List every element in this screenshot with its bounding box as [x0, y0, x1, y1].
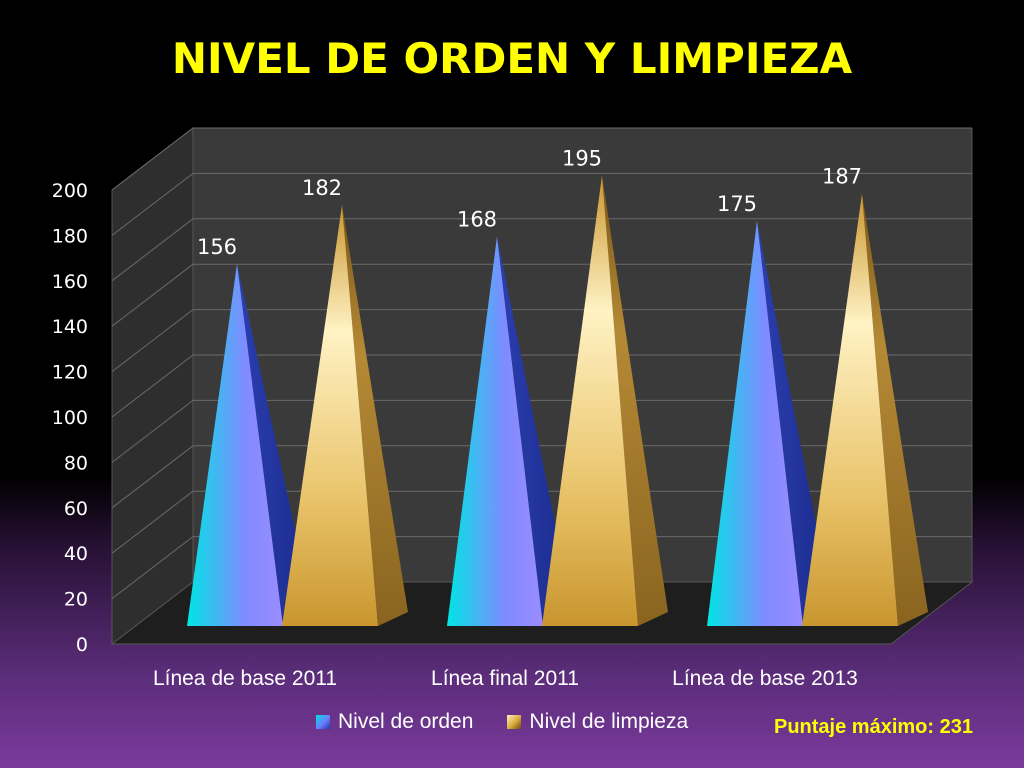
data-label: 195 [562, 146, 602, 170]
legend-label-orden: Nivel de orden [338, 710, 474, 733]
data-label: 175 [717, 192, 757, 216]
y-tick-label: 100 [52, 407, 88, 429]
pyramid-bar [542, 175, 668, 626]
gridline-side [111, 218, 194, 282]
pyramid-bar [282, 204, 408, 627]
data-label: 182 [302, 176, 342, 200]
chart-legend: Nivel de orden Nivel de limpieza [316, 710, 688, 734]
gridline-side [111, 400, 194, 463]
pyramid-bar [802, 193, 928, 626]
y-tick-label: 20 [64, 589, 88, 611]
legend-swatch-orden [316, 715, 330, 729]
pyramid-face-side [497, 236, 573, 626]
pyramid-bar [707, 220, 833, 626]
pyramid-face-side [757, 220, 833, 626]
pyramid-bar [187, 263, 313, 626]
pyramid-bar [447, 236, 573, 626]
y-tick-label: 180 [52, 225, 88, 247]
y-tick-label: 80 [64, 452, 88, 474]
gridline-side [111, 263, 194, 327]
gridline-side [111, 354, 194, 418]
data-label: 187 [822, 165, 862, 189]
pyramid-face-side [862, 193, 928, 626]
pyramid-face-front [542, 175, 638, 626]
pyramid-face-front [187, 263, 283, 626]
pyramid-face-side [602, 175, 668, 626]
y-tick-label: 60 [64, 498, 88, 520]
pyramid-face-front [802, 193, 898, 626]
pyramid-face-front [282, 204, 378, 627]
gridline-side [111, 127, 194, 191]
pyramid-face-front [707, 220, 803, 626]
data-label: 156 [197, 235, 237, 259]
gridline-side [111, 490, 194, 554]
x-category-label: Línea final 2011 [431, 667, 579, 690]
legend-item-limpieza: Nivel de limpieza [507, 710, 688, 734]
y-tick-label: 0 [76, 634, 88, 656]
gridline-side [111, 173, 194, 236]
legend-item-orden: Nivel de orden [316, 710, 473, 734]
y-tick-label: 160 [52, 271, 88, 293]
x-category-label: Línea de base 2013 [672, 667, 858, 690]
x-category-label: Línea de base 2011 [153, 667, 337, 690]
pyramid-face-side [237, 263, 313, 626]
pyramid-face-front [447, 236, 543, 626]
gridline-side [111, 536, 194, 599]
pyramid-face-side [342, 204, 408, 627]
y-tick-label: 200 [52, 180, 88, 202]
y-tick-label: 40 [64, 543, 88, 565]
y-tick-label: 120 [52, 362, 88, 384]
y-tick-label: 140 [52, 316, 88, 338]
max-score-note: Puntaje máximo: 231 [774, 716, 973, 738]
legend-label-limpieza: Nivel de limpieza [529, 710, 689, 733]
legend-swatch-limpieza [507, 715, 522, 729]
gridline-side [111, 445, 194, 509]
gridline-side [111, 309, 194, 372]
data-label: 168 [457, 208, 497, 232]
chart-title: NIVEL DE ORDEN Y LIMPIEZA [171, 34, 853, 83]
